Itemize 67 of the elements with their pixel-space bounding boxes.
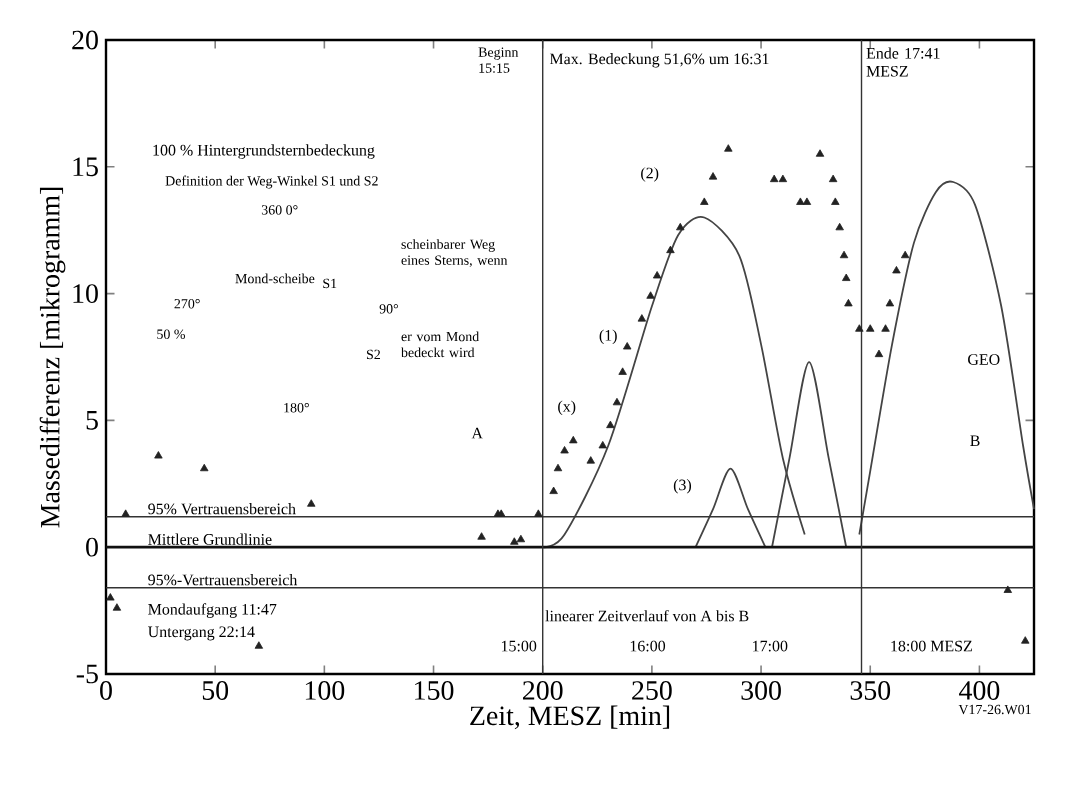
point xyxy=(586,456,595,464)
point xyxy=(121,509,130,517)
line-series xyxy=(858,180,1035,536)
point xyxy=(553,463,563,472)
point xyxy=(200,463,209,472)
y-tick-label: 15 xyxy=(73,157,98,177)
point xyxy=(618,367,627,375)
x-tick-label: 400 xyxy=(959,681,1000,700)
point xyxy=(652,271,662,279)
point xyxy=(646,291,655,299)
point xyxy=(828,174,838,183)
x-tick-label: 50 xyxy=(202,681,229,700)
point xyxy=(1021,636,1030,644)
point xyxy=(612,397,622,406)
y-tick-label: -5 xyxy=(76,664,98,684)
y-axis-title: Massedifferenz [mikrogramm] xyxy=(39,187,66,528)
point xyxy=(1003,585,1012,593)
point xyxy=(516,534,526,543)
point xyxy=(844,298,853,307)
x-tick-label: 350 xyxy=(850,681,891,700)
point xyxy=(708,172,718,180)
point xyxy=(700,197,709,205)
point xyxy=(569,435,578,444)
point xyxy=(477,532,486,540)
y-tick-label: 5 xyxy=(86,411,98,430)
point xyxy=(560,446,569,454)
point xyxy=(881,324,890,332)
point xyxy=(892,265,901,274)
point xyxy=(839,250,849,259)
point xyxy=(112,603,122,611)
x-tick-label: 200 xyxy=(523,681,563,700)
point xyxy=(106,593,115,601)
point xyxy=(778,174,788,183)
point xyxy=(835,222,844,231)
point xyxy=(623,342,632,350)
point xyxy=(510,537,519,545)
point xyxy=(637,314,647,322)
point xyxy=(549,486,558,494)
x-axis-title: Zeit, MESZ [min] xyxy=(470,705,670,730)
point xyxy=(874,349,884,358)
point xyxy=(831,197,840,205)
point xyxy=(815,149,825,157)
point xyxy=(676,222,685,231)
point xyxy=(842,273,851,281)
point xyxy=(900,250,910,259)
point xyxy=(598,440,607,449)
point xyxy=(154,451,163,459)
point xyxy=(802,197,812,205)
point xyxy=(855,324,864,332)
point xyxy=(796,197,805,205)
x-tick-label: 100 xyxy=(305,681,345,700)
y-tick-label: 0 xyxy=(86,537,98,557)
point xyxy=(606,420,615,429)
point xyxy=(885,298,895,307)
x-tick-label: 250 xyxy=(632,681,672,700)
point xyxy=(307,499,316,507)
point xyxy=(534,509,543,517)
point xyxy=(866,324,875,332)
x-tick-label: 0 xyxy=(100,681,112,700)
point xyxy=(769,174,779,183)
y-tick-label: 20 xyxy=(72,30,98,50)
point xyxy=(724,144,733,152)
y-tick-label: 10 xyxy=(73,284,98,304)
point xyxy=(666,245,675,254)
x-tick-label: 150 xyxy=(415,681,454,700)
point xyxy=(254,641,264,649)
x-tick-label: 300 xyxy=(741,681,781,700)
